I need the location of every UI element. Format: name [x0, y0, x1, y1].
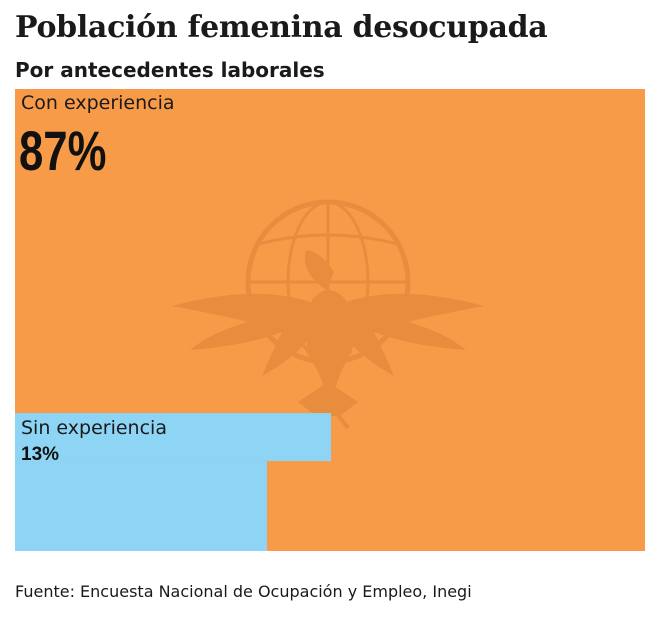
- source-note: Fuente: Encuesta Nacional de Ocupación y…: [15, 582, 472, 601]
- tile-label-con-experiencia: Con experiencia: [21, 92, 175, 114]
- tile-value-con-experiencia: 87%: [19, 120, 106, 182]
- tile-sin-experiencia-extension: [15, 461, 267, 551]
- tile-sin-experiencia: [15, 413, 331, 462]
- chart-title: Población femenina desocupada: [15, 10, 548, 45]
- tile-value-sin-experiencia: 13%: [21, 444, 59, 465]
- chart-subtitle: Por antecedentes laborales: [15, 58, 325, 82]
- eagle-emblem-icon: [172, 199, 484, 430]
- tile-label-sin-experiencia: Sin experiencia: [21, 417, 167, 439]
